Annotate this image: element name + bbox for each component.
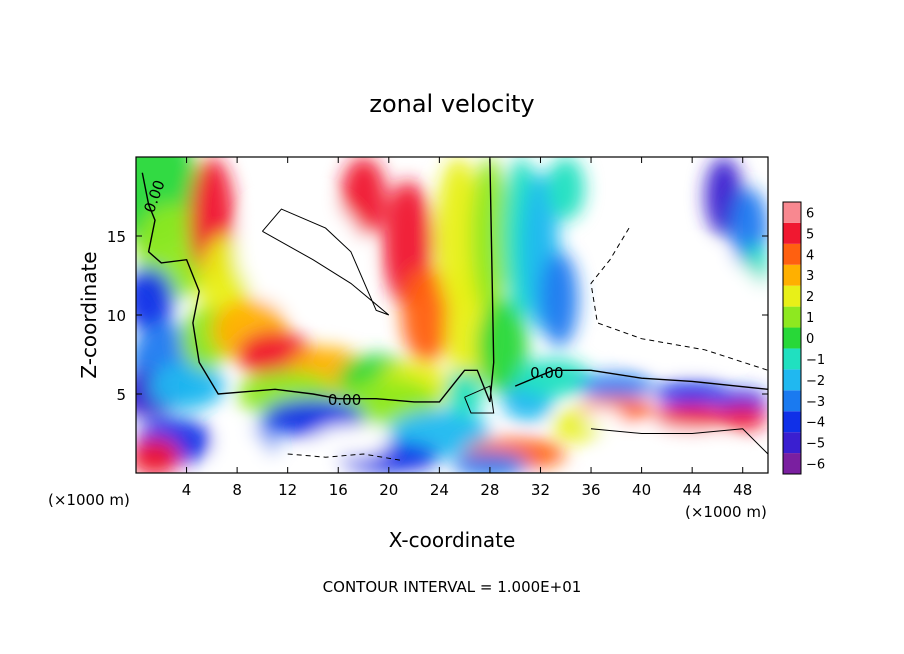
colorbar-tick-label: 3 (806, 269, 814, 284)
colorbar-swatch (783, 432, 801, 454)
contour-interval-note: CONTOUR INTERVAL = 1.000E+01 (323, 578, 582, 596)
field-patch-33 (540, 251, 579, 347)
y-tick-label: 5 (116, 386, 126, 404)
x-tick-label: 48 (733, 481, 752, 499)
x-tick-label: 28 (480, 481, 499, 499)
contour-line-0 (141, 158, 495, 403)
x-tick-label: 12 (278, 481, 297, 499)
contour-line-4 (590, 227, 768, 371)
colorbar-swatch (783, 285, 801, 307)
colorbar-tick-label: 1 (806, 311, 814, 326)
colorbar-tick-label: 2 (806, 290, 814, 305)
colorbar-swatch (783, 411, 801, 433)
contour-line-3 (590, 428, 768, 455)
colorbar-tick-label: 4 (806, 248, 814, 263)
colorbar-swatch (783, 390, 801, 412)
y-tick-label: 15 (107, 228, 126, 246)
colorbar-swatch (783, 369, 801, 391)
chart-title: zonal velocity (369, 90, 534, 118)
colorbar-swatch (783, 306, 801, 328)
colorbar-swatch (783, 327, 801, 349)
field-patch-35 (445, 370, 484, 418)
contour-line-6 (464, 385, 495, 414)
colorbar-tick-label: 0 (806, 332, 814, 347)
field-patch-29 (470, 157, 509, 315)
colorbar: −6 −5 −4 −3 −2 −1 0 1 2 3 4 5 6 (782, 201, 825, 475)
contour-label-1: 0.00 (328, 391, 361, 409)
weak-field-region-2 (218, 430, 269, 473)
x-tick-label: 20 (379, 481, 398, 499)
colorbar-frame (782, 201, 802, 475)
x-axis-label: X-coordinate (389, 528, 516, 552)
contour-label-2: 0.00 (530, 364, 563, 382)
weak-field-region-1 (616, 251, 768, 363)
y-axis-label: Z-coordinate (77, 251, 101, 378)
contour-line-5 (287, 453, 402, 461)
x-tick-label: 4 (182, 481, 192, 499)
x-tick-label: 8 (232, 481, 242, 499)
weak-field-region-3 (312, 425, 389, 458)
field-patch-38 (578, 373, 655, 399)
weak-field-region-4 (603, 428, 731, 470)
x-tick-label: 36 (581, 481, 600, 499)
x-axis: 4 8 12 16 20 24 28 32 36 40 44 48 (182, 157, 752, 499)
x-tick-label: 44 (683, 481, 702, 499)
field-patch-37 (515, 359, 592, 398)
colorbar-swatch (783, 243, 801, 265)
colorbar-tick-label: −3 (806, 395, 825, 410)
colorbar-tick-label: 5 (806, 227, 814, 242)
colorbar-swatch (783, 453, 801, 474)
field-patch-43 (717, 405, 768, 431)
x-unit-right: (×1000 m) (685, 503, 767, 521)
weak-field-region-5 (584, 408, 623, 428)
colorbar-swatch (783, 222, 801, 244)
x-unit-left: (×1000 m) (48, 491, 130, 509)
colorbar-tick-label: −2 (806, 374, 825, 389)
colorbar-tick-label: −4 (806, 416, 825, 431)
field-patch-24 (340, 157, 387, 236)
colorbar-tick-label: −1 (806, 353, 825, 368)
contour-lines (141, 158, 768, 461)
field-patch-22 (452, 452, 528, 473)
contour-line-2 (262, 208, 390, 316)
x-tick-label: 16 (329, 481, 348, 499)
x-tick-label: 24 (430, 481, 449, 499)
colorbar-tick-label: −5 (806, 437, 825, 452)
colorbar-tick-label: −6 (806, 458, 825, 473)
field-patch-7 (136, 438, 181, 473)
field-patch-39 (654, 381, 731, 407)
field-patch-30 (477, 299, 528, 394)
field-patch-42 (654, 405, 731, 431)
contour-line-1 (514, 369, 768, 390)
x-tick-label: 40 (632, 481, 651, 499)
colorbar-swatch (783, 264, 801, 286)
field-patch-34 (546, 157, 585, 221)
field-patch-26 (401, 267, 452, 363)
field-patch-2 (136, 267, 174, 331)
colorbar-tick-label: 6 (806, 206, 814, 221)
y-axis: 5 10 15 (107, 228, 768, 404)
plot-area (136, 157, 768, 473)
colorbar-swatch (783, 202, 801, 223)
x-tick-label: 32 (531, 481, 550, 499)
weak-field-region-0 (237, 196, 364, 308)
y-tick-label: 10 (107, 307, 126, 325)
colorbar-swatch (783, 348, 801, 370)
